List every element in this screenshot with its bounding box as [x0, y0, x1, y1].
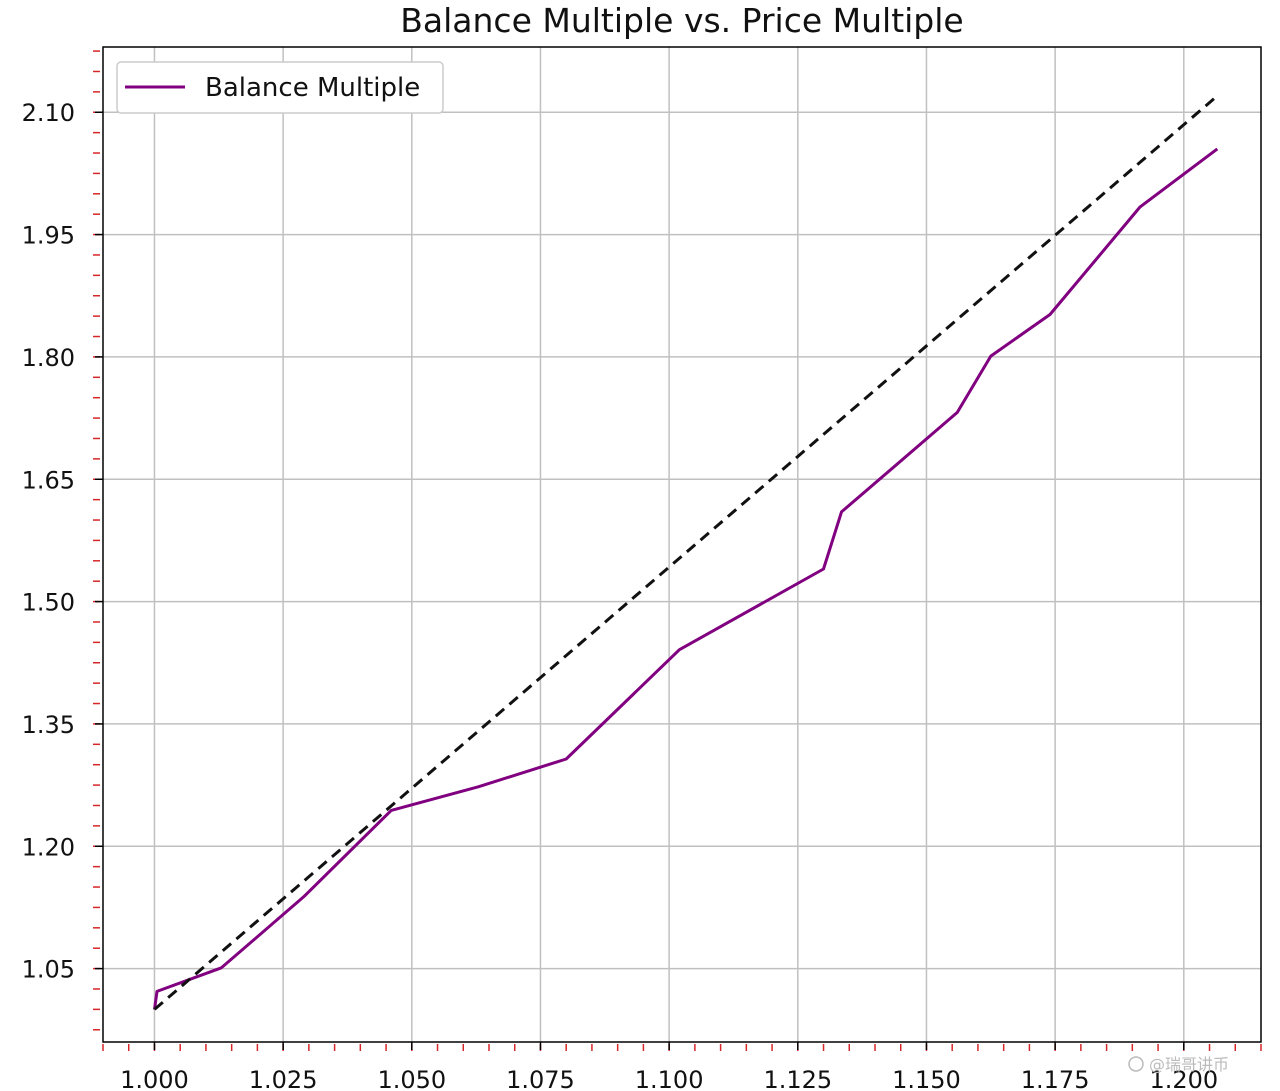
x-tick-label: 1.200 [1149, 1066, 1218, 1091]
series-line-balance-multiple [153, 147, 1219, 1010]
y-tick-label: 1.05 [22, 956, 75, 984]
y-tick-label: 1.50 [22, 589, 75, 617]
watermark: @瑞哥讲币 [1128, 1055, 1229, 1074]
x-tick-label: 1.100 [635, 1066, 704, 1091]
y-tick-label: 1.65 [22, 466, 75, 494]
axis-ticks: 1.000 1.025 1.050 1.075 1.100 1.125 1.150 1.175… [22, 99, 1219, 1091]
y-tick-label: 1.35 [22, 711, 75, 739]
x-tick-label: 1.125 [763, 1066, 832, 1091]
x-tick-label: 1.050 [377, 1066, 446, 1091]
x-tick-label: 1.150 [892, 1066, 961, 1091]
x-tick-label: 1.025 [249, 1066, 318, 1091]
x-tick-label: 1.000 [120, 1066, 189, 1091]
x-tick-label: 1.175 [1021, 1066, 1090, 1091]
minor-ticks [93, 50, 1262, 1051]
legend: Balance Multiple [116, 61, 444, 114]
grid [103, 47, 1261, 1042]
watermark-text: @瑞哥讲币 [1149, 1055, 1229, 1074]
series-group [153, 94, 1219, 1011]
y-tick-label: 1.95 [22, 222, 75, 250]
y-tick-label: 2.10 [22, 99, 75, 127]
legend-label: Balance Multiple [205, 73, 420, 103]
y-tick-label: 1.20 [22, 833, 75, 861]
watermark-logo-icon [1128, 1056, 1144, 1072]
reference-line-dashed [153, 94, 1219, 1011]
plot-frame [102, 46, 1262, 1043]
y-tick-label: 1.80 [22, 344, 75, 372]
chart-title: Balance Multiple vs. Price Multiple [400, 1, 963, 40]
x-tick-label: 1.075 [506, 1066, 575, 1091]
legend-box [116, 61, 444, 114]
